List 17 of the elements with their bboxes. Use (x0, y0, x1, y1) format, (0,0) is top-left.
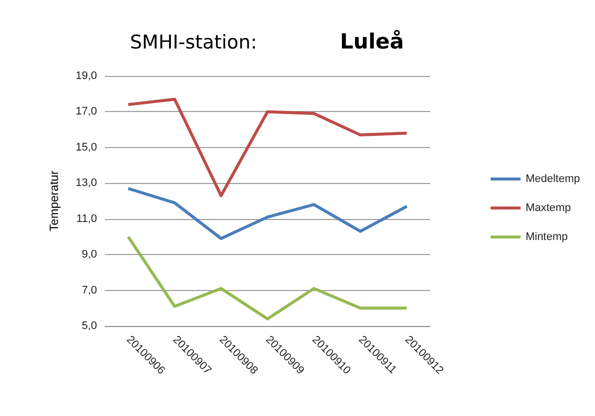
y-tick-label: 9,0 (82, 248, 97, 261)
chart-subtitle: Luleå (340, 30, 404, 54)
y-tick-label: 5,0 (82, 320, 97, 332)
line-series (126, 187, 408, 240)
y-tick-label: 13,0 (76, 177, 97, 190)
line-series (126, 235, 408, 320)
y-tick-label: 11,0 (76, 212, 97, 225)
legend-label: Medeltemp (526, 173, 580, 185)
y-tick-label: 17,0 (76, 106, 97, 118)
y-tick-label: 15,0 (76, 141, 97, 154)
y-tick-label: 7,0 (82, 284, 97, 296)
chart-title: SMHI-station: (130, 32, 257, 54)
line-series (126, 98, 408, 198)
legend-label: Maxtemp (526, 202, 571, 214)
y-tick-label: 19,0 (76, 70, 97, 82)
legend-label: Mintemp (526, 231, 568, 243)
y-axis-title: Temperatur (47, 170, 61, 232)
